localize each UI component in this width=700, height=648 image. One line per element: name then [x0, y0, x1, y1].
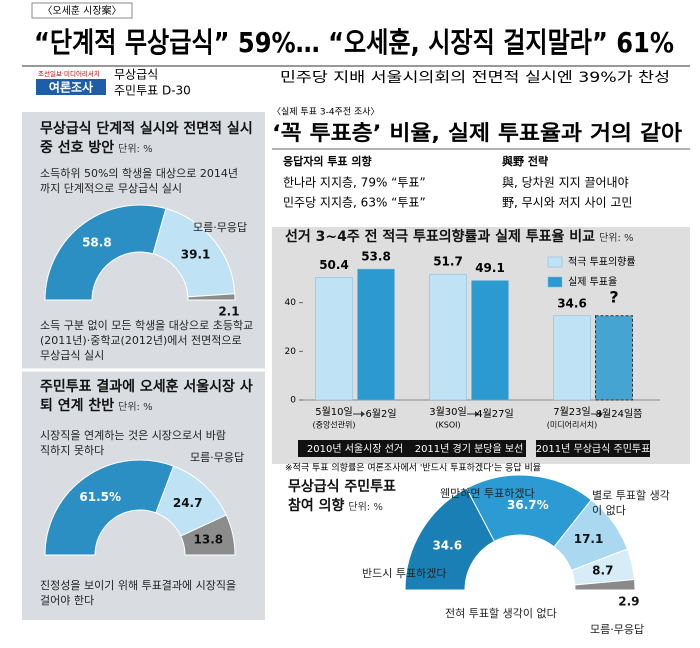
logo: 여론조사	[49, 80, 93, 95]
unit-label: 단위: %	[599, 233, 634, 244]
chart-title: 선거 3~4주 전 적극 투표의향률과 실제 투표율 비교	[285, 229, 596, 245]
chart-title-block: 무상급식 주민투표 참여 의향 단위: %	[288, 478, 408, 517]
source: (미디어리서치)	[547, 420, 597, 430]
value-label: ?	[609, 287, 618, 306]
bar	[553, 315, 591, 401]
bar	[315, 277, 353, 401]
arrow-head	[361, 411, 365, 417]
category-label: 전혀 투표할 생각이 없다	[445, 607, 557, 620]
value-label: 13.8	[194, 532, 224, 546]
donut-segment	[44, 459, 175, 556]
col-head: 응답자의 투표 의향	[283, 154, 372, 168]
unit-label: 단위: %	[118, 144, 153, 155]
col-text: 野, 무시와 저지 사이 고민	[502, 196, 632, 210]
group-box	[536, 440, 650, 457]
value-label: 2.1	[218, 305, 239, 319]
value-label: 17.1	[574, 532, 604, 546]
survey-date: 3월30일	[429, 406, 467, 418]
value-label: 51.7	[433, 255, 463, 269]
value-label: 58.8	[82, 235, 112, 249]
placeholder-bar	[595, 315, 633, 401]
category-label: 모름·무응답	[590, 623, 645, 636]
chart-title-block: 선거 3~4주 전 적극 투표의향률과 실제 투표율 비교 단위: %	[285, 228, 685, 248]
x-tick-label: 2010년 서울시장 선거	[307, 443, 403, 455]
survey-date: 5월10일	[315, 406, 353, 418]
headline: “단계적 무상급식” 59%… “오세훈, 시장직 걸지말라” 61%	[34, 26, 674, 59]
category-label: 웬만하면 투표하겠다	[440, 487, 535, 500]
donut-segment	[187, 293, 236, 301]
footnote: ※적극 투표 의향률은 여론조사에서 '반드시 투표하겠다'는 응답 비율	[285, 462, 541, 474]
value-label: 8.7	[592, 563, 613, 577]
arrow-head	[599, 411, 603, 417]
value-label: 34.6	[432, 539, 462, 553]
unit-label: 단위: %	[348, 502, 383, 513]
chart-title: 무상급식 단계적 실시와 전면적 실시 중 선호 방안	[40, 121, 253, 156]
vote-date: 6월2일	[365, 408, 396, 420]
tag-box	[31, 2, 133, 19]
right-title: ‘꼭 투표층’ 비율, 실제 투표율과 거의 같아	[272, 121, 683, 145]
unit-label: 단위: %	[118, 402, 153, 413]
source: (중앙선관위)	[312, 420, 355, 430]
y-tick-label: 0	[290, 396, 296, 406]
source: (KSOI)	[435, 421, 460, 430]
bar	[357, 268, 395, 401]
logo-top: 조선일보·미디어리서치	[38, 69, 100, 78]
chart-title: 무상급식 주민투표 참여 의향	[288, 479, 396, 514]
vote-date: 4월27일	[476, 408, 514, 420]
group-box	[412, 440, 526, 457]
chart-title-block: 무상급식 단계적 실시와 전면적 실시 중 선호 방안 단위: %	[40, 120, 260, 159]
legend-swatch	[547, 256, 563, 268]
donut-segment	[44, 204, 167, 301]
topic: 무상급식	[114, 68, 158, 82]
value-label: 49.1	[475, 261, 505, 275]
x-tick-label: 2011년 무상급식 주민투표	[536, 443, 651, 455]
col-text: 민주당 지지층, 63% “투표”	[283, 196, 426, 210]
subhead: 민주당 지배 서울시의회의 전면적 실시엔 39%가 찬성	[280, 70, 670, 86]
donut-segment	[574, 578, 636, 591]
group-box	[298, 440, 412, 457]
category-label: 반드시 투표하겠다	[362, 567, 447, 580]
bar	[471, 280, 509, 401]
value-label: 39.1	[181, 248, 211, 262]
arrow-head	[475, 411, 479, 417]
category-label: 모름·무응답	[193, 221, 248, 234]
col-head: 與野 전략	[502, 154, 548, 168]
col-text: 한나라 지지층, 79% “투표”	[283, 176, 426, 190]
y-tick-label: 20	[285, 347, 297, 357]
value-label: 61.5%	[79, 490, 121, 504]
tag: 〈오세훈 시장案〉	[42, 4, 121, 17]
category-label: 진정성을 보이기 위해 투표결과에 시장직을 걸어야 한다	[40, 579, 237, 607]
category-label: 별로 투표할 생각이 없다	[592, 489, 670, 517]
chart-title-block: 주민투표 결과에 오세훈 서울시장 사퇴 연계 찬반 단위: %	[40, 378, 260, 417]
value-label: 36.7%	[507, 498, 549, 512]
category-label: 소득 구분 없이 모든 학생을 대상으로 초등학교(2011년)·중학교(201…	[40, 319, 254, 362]
value-label: 24.7	[173, 496, 203, 510]
right-tag: 〈실제 투표 3-4주전 조사〉	[272, 107, 380, 118]
legend-swatch	[547, 276, 563, 288]
value-label: 53.8	[361, 250, 391, 264]
vote-date: 8월24일쯤	[596, 408, 643, 420]
x-tick-label: 2011년 경기 분당을 보선	[415, 442, 524, 455]
donut-segment	[180, 514, 236, 556]
category-label: 시장직을 연계하는 것은 시장으로서 바람직하지 못하다	[40, 429, 227, 457]
chart-title: 주민투표 결과에 오세훈 서울시장 사퇴 연계 찬반	[40, 379, 253, 414]
survey-date: 7월23일	[553, 406, 591, 418]
logo-box	[36, 79, 106, 95]
category-label: 모름·무응답	[190, 451, 245, 464]
col-text: 與, 당차원 지지 끌어내야	[502, 176, 629, 190]
value-label: 34.6	[557, 296, 587, 310]
dday: 주민투표 D-30	[114, 84, 191, 98]
bar	[429, 273, 467, 401]
y-tick-label: 40	[285, 298, 297, 308]
value-label: 2.9	[618, 595, 639, 609]
legend-label: 실제 투표율	[568, 276, 617, 288]
value-label: 50.4	[319, 258, 349, 272]
category-label: 소득하위 50%의 학생을 대상으로 2014년까지 단계적으로 무상급식 실시	[40, 167, 238, 195]
legend-label: 적극 투표의향률	[568, 256, 636, 268]
